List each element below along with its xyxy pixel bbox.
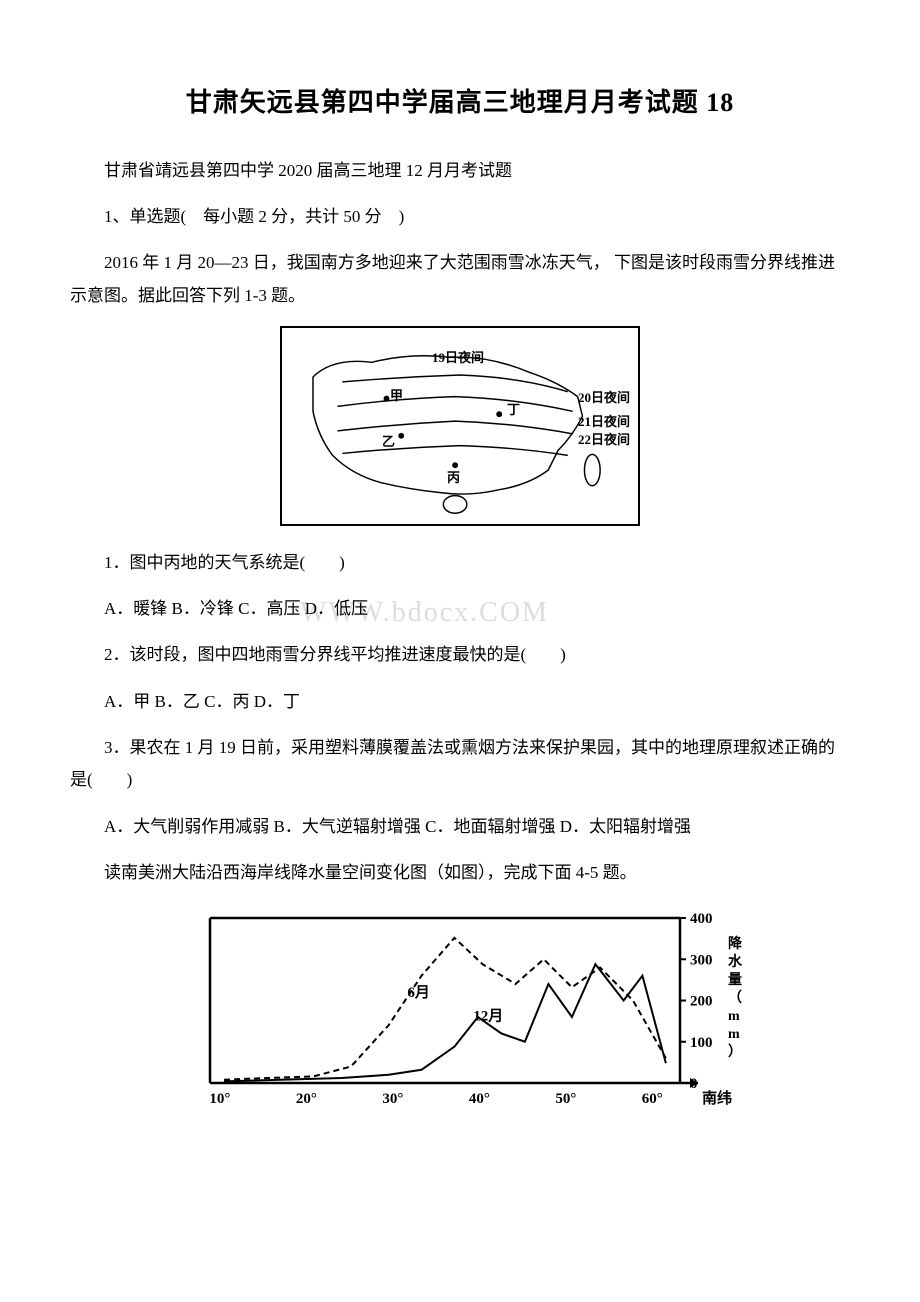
- question-2-options: A．甲 B．乙 C．丙 D．丁: [70, 686, 850, 718]
- map-label-ding: 丁: [507, 398, 520, 421]
- svg-text:30°: 30°: [382, 1091, 403, 1107]
- svg-text:100: 100: [690, 1035, 713, 1051]
- svg-text:量: 量: [728, 972, 742, 988]
- svg-text:200: 200: [690, 994, 713, 1010]
- svg-text:50°: 50°: [555, 1091, 576, 1107]
- map-label-day20: 20日夜间: [578, 386, 630, 409]
- map-label-yi: 乙: [382, 430, 395, 453]
- svg-text:60°: 60°: [642, 1091, 663, 1107]
- map-figure: 19日夜间 20日夜间 21日夜间 22日夜间 甲 乙 丙 丁: [70, 326, 850, 535]
- question-1-options: A．暖锋 B．冷锋 C．高压 D．低压: [70, 593, 850, 625]
- precipitation-chart-svg: 0 100 200 300 400 10° 20° 30° 40° 50° 60° 南纬 降水量 （ mm ）…: [170, 903, 750, 1113]
- svg-text:12月: 12月: [473, 1007, 503, 1024]
- svg-text:400: 400: [690, 911, 713, 927]
- svg-text:300: 300: [690, 952, 713, 968]
- svg-text:）: ）: [728, 1044, 742, 1060]
- question-1: 1．图中丙地的天气系统是( ): [70, 547, 850, 579]
- svg-text:10°: 10°: [209, 1091, 230, 1107]
- map-label-jia: 甲: [390, 384, 403, 407]
- svg-text:南纬: 南纬: [702, 1089, 732, 1107]
- question-3-options: A．大气削弱作用减弱 B．大气逆辐射增强 C．地面辐射增强 D．太阳辐射增强: [70, 811, 850, 843]
- svg-text:降: 降: [728, 935, 743, 952]
- map-label-day19: 19日夜间: [432, 346, 484, 369]
- intro-text-1: 2016 年 1 月 20—23 日，我国南方多地迎来了大范围雨雪冰冻天气， 下…: [70, 247, 850, 312]
- svg-text:6月: 6月: [407, 984, 430, 1001]
- map-label-bing: 丙: [447, 466, 460, 489]
- intro-text-2: 读南美洲大陆沿西海岸线降水量空间变化图（如图），完成下面 4-5 题。: [70, 857, 850, 889]
- svg-text:水: 水: [728, 953, 743, 970]
- subtitle: 甘肃省靖远县第四中学 2020 届高三地理 12 月月考试题: [70, 155, 850, 187]
- page-title: 甘肃矢远县第四中学届高三地理月月考试题 18: [70, 80, 850, 127]
- map-label-day22: 22日夜间: [578, 428, 630, 451]
- svg-text:（: （: [728, 990, 742, 1006]
- question-2: 2．该时段，图中四地雨雪分界线平均推进速度最快的是( ): [70, 639, 850, 671]
- svg-text:m: m: [728, 1009, 740, 1024]
- svg-text:20°: 20°: [296, 1091, 317, 1107]
- question-3: 3．果农在 1 月 19 日前，采用塑料薄膜覆盖法或熏烟方法来保护果园，其中的地…: [70, 732, 850, 797]
- svg-text:40°: 40°: [469, 1091, 490, 1107]
- chart-figure: 0 100 200 300 400 10° 20° 30° 40° 50° 60° 南纬 降水量 （ mm ）…: [70, 903, 850, 1124]
- svg-text:0: 0: [690, 1076, 698, 1092]
- svg-text:m: m: [728, 1027, 740, 1042]
- section-header: 1、单选题( 每小题 2 分，共计 50 分 ): [70, 201, 850, 233]
